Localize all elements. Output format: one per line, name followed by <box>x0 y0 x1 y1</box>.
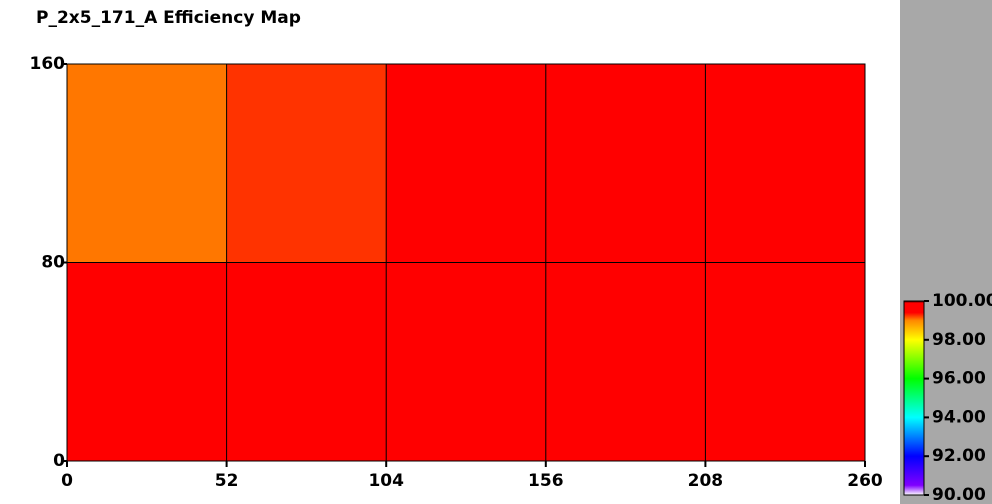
heatmap-cell <box>545 262 706 461</box>
heatmap-cell <box>386 64 546 263</box>
x-tick-label: 104 <box>368 471 404 491</box>
y-tick-label: 80 <box>41 253 65 273</box>
x-tick-label: 208 <box>688 471 724 491</box>
chart-title: P_2x5_171_A Efficiency Map <box>36 8 301 28</box>
heatmap-cell <box>67 262 227 461</box>
heatmap-cell <box>705 262 865 461</box>
heatmap-cell <box>386 262 546 461</box>
x-tick-label: 260 <box>847 471 883 491</box>
x-tick-label: 156 <box>528 471 564 491</box>
heatmap-cell <box>226 64 387 263</box>
colorbar-tick-label: 92.00 <box>932 446 986 466</box>
x-tick-label: 52 <box>215 471 239 491</box>
heatmap-cell <box>67 64 227 263</box>
colorbar-tick-label: 90.00 <box>932 485 986 504</box>
x-tick-label: 0 <box>61 471 73 491</box>
colorbar-tick-label: 94.00 <box>932 407 986 427</box>
colorbar-tick-label: 100.00 <box>932 291 992 311</box>
colorbar-tick-label: 98.00 <box>932 330 986 350</box>
heatmap-cell <box>705 64 865 263</box>
y-tick-label: 0 <box>53 451 65 471</box>
y-tick-label: 160 <box>30 54 66 74</box>
heatmap-cell <box>226 262 387 461</box>
colorbar <box>903 300 925 496</box>
colorbar-tick-label: 96.00 <box>932 369 986 389</box>
heatmap-cell <box>545 64 706 263</box>
